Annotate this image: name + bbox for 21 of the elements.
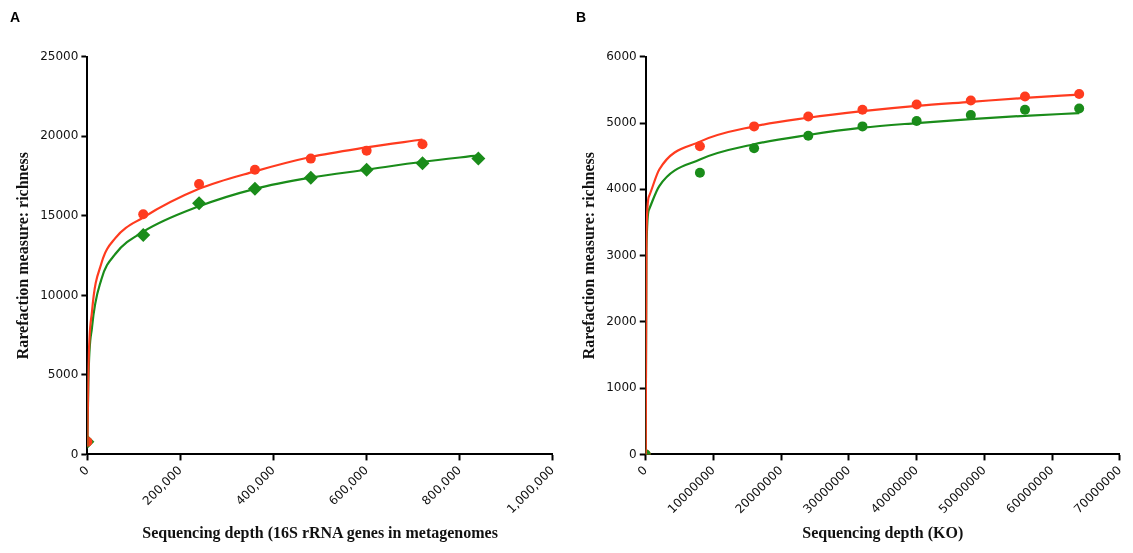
y-tick-label: 4000 xyxy=(606,181,637,196)
y-tick-label: 0 xyxy=(70,446,79,461)
y-tick-label: 2000 xyxy=(606,314,637,329)
chart-title: B xyxy=(576,9,587,26)
x-tick-label: 0 xyxy=(76,462,92,479)
y-tick-label: 5000 xyxy=(606,115,637,130)
y-tick-label: 25000 xyxy=(40,48,79,63)
y-tick-label: 6000 xyxy=(606,48,637,63)
y-tick-label: 0 xyxy=(629,446,637,461)
chart-title: A xyxy=(10,9,21,26)
y-axis-title: Rarefaction measure: richness xyxy=(13,151,31,360)
y-tick-label: 20000 xyxy=(40,128,79,143)
x-tick-label: 0 xyxy=(634,462,651,479)
x-axis-title: Sequencing depth (KO) xyxy=(802,523,964,542)
y-tick-label: 15000 xyxy=(40,207,79,222)
y-tick-label: 1000 xyxy=(606,380,637,395)
y-tick-label: 3000 xyxy=(606,247,637,262)
y-tick-label: 10000 xyxy=(40,287,79,302)
y-axis-title: Rarefaction measure: richness xyxy=(579,151,597,360)
y-tick-label: 5000 xyxy=(47,367,79,382)
x-axis-title: Sequencing depth (16S rRNA genes in metagenomes xyxy=(142,523,498,542)
